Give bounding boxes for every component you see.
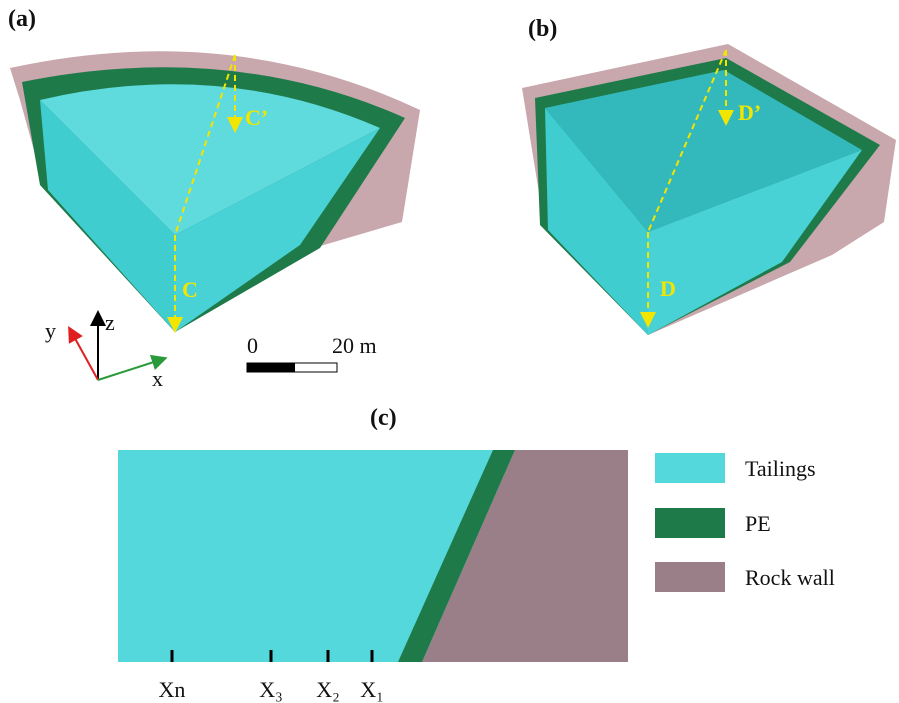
y-axis bbox=[72, 333, 98, 380]
legend-label: Tailings bbox=[745, 456, 816, 481]
panel-label: (c) bbox=[370, 405, 397, 431]
marker: C’ bbox=[245, 105, 268, 130]
axis-label: z bbox=[105, 310, 115, 335]
panel-a: (a) C’ C bbox=[8, 6, 420, 332]
position-label: Xn bbox=[159, 677, 186, 702]
marker: D bbox=[660, 276, 676, 301]
legend-swatch bbox=[655, 508, 725, 538]
panel-label: (a) bbox=[8, 6, 36, 32]
position-label: X₃ bbox=[259, 677, 283, 702]
legend: Tailings PE Rock wall bbox=[655, 453, 835, 592]
axis-triad: y z x bbox=[45, 310, 163, 391]
legend-label: PE bbox=[745, 511, 771, 536]
legend-label: Rock wall bbox=[745, 565, 835, 590]
position-label: X₁ bbox=[360, 677, 384, 702]
figure: (a) C’ C (b) D’ D y z x 0 20 m (c) bbox=[0, 0, 899, 703]
axis-label: y bbox=[45, 318, 56, 343]
marker: C bbox=[182, 277, 198, 302]
position-label: X₂ bbox=[316, 677, 340, 702]
scale-label: 0 bbox=[247, 333, 258, 358]
legend-swatch bbox=[655, 562, 725, 592]
panel-b: (b) D’ D bbox=[522, 16, 896, 335]
axis-label: x bbox=[152, 366, 163, 391]
scale-bar-fill bbox=[247, 363, 295, 372]
legend-swatch bbox=[655, 453, 725, 483]
panel-c: (c) Xn X₃ X₂ X₁ bbox=[118, 405, 628, 702]
scale-label: 20 m bbox=[332, 333, 377, 358]
scale-bar: 0 20 m bbox=[247, 333, 377, 372]
x-axis bbox=[98, 360, 160, 380]
panel-label: (b) bbox=[528, 16, 557, 42]
marker: D’ bbox=[738, 100, 761, 125]
